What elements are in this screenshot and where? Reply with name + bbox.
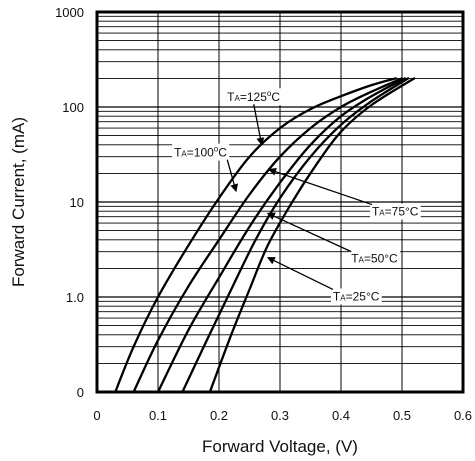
series-layer [114, 77, 416, 394]
series-line [132, 77, 404, 394]
annotation-label: TA=125oC [227, 89, 280, 104]
series-line [156, 77, 407, 394]
x-tick-label: 0.3 [271, 408, 289, 423]
annotation-backdrop [225, 88, 283, 106]
annotation-label: TA=100oC [174, 145, 227, 160]
x-axis-label: Forward Voltage, (V) [202, 437, 358, 456]
x-tick-label: 0.2 [210, 408, 228, 423]
y-axis-label: Forward Current, (mA) [9, 117, 28, 287]
annotation-backdrop [330, 288, 382, 305]
annotation-label: TA=75°C [372, 205, 419, 219]
annotation-arrow [266, 212, 352, 253]
series-line [114, 77, 398, 394]
annotation-arrow [253, 104, 265, 146]
annotation-arrow [226, 159, 239, 193]
annotation-label: TA=50°C [351, 252, 398, 266]
y-tick-label: 0 [77, 385, 84, 400]
series-annotation: TA=100oC [172, 143, 239, 193]
annotation-backdrop [349, 250, 401, 267]
x-tick-label: 0 [93, 408, 100, 423]
annotation-label: TA=25°C [333, 289, 380, 303]
y-tick-label: 1000 [55, 5, 84, 20]
y-tick-label: 10 [70, 195, 84, 210]
x-tick-labels: 0 0.1 0.2 0.3 0.4 0.5 0.6 [93, 408, 472, 423]
series-line [181, 77, 410, 394]
x-tick-label: 0.4 [332, 408, 350, 423]
y-tick-label: 1.0 [66, 290, 84, 305]
annotation-backdrop [172, 143, 230, 161]
series-annotation: TA=50°C [266, 212, 401, 267]
series-annotation: TA=75°C [268, 167, 421, 220]
series-annotation: TA=25°C [266, 256, 382, 305]
x-tick-label: 0.6 [454, 408, 472, 423]
y-tick-label: 100 [62, 100, 84, 115]
series-annotation: TA=125oC [225, 88, 283, 146]
x-tick-label: 0.5 [393, 408, 411, 423]
y-tick-labels: 0 1.0 10 100 1000 [55, 5, 84, 400]
annotation-arrow [268, 167, 373, 206]
x-tick-label: 0.1 [149, 408, 167, 423]
annotation-backdrop [369, 203, 421, 220]
annotation-arrow [266, 256, 334, 291]
grid [97, 12, 463, 393]
annotations: TA=125oC TA=100oC TA=75°C TA=50°C TA=25°C [172, 88, 421, 305]
series-line [208, 77, 416, 394]
plot-frame [95, 10, 465, 394]
